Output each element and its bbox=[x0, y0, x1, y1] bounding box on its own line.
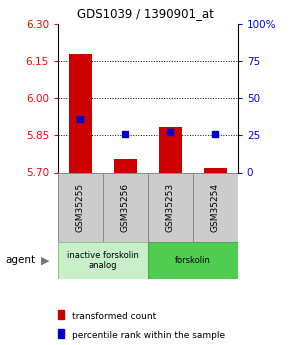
Text: GSM35256: GSM35256 bbox=[121, 183, 130, 231]
Bar bbox=[114, 159, 137, 172]
Text: inactive forskolin
analog: inactive forskolin analog bbox=[67, 251, 139, 270]
Bar bbox=[193, 172, 238, 242]
Text: percentile rank within the sample: percentile rank within the sample bbox=[72, 331, 225, 339]
Bar bbox=[159, 127, 182, 172]
Bar bbox=[148, 172, 193, 242]
Text: forskolin: forskolin bbox=[175, 256, 211, 265]
Text: GSM35255: GSM35255 bbox=[76, 183, 85, 231]
Text: GSM35253: GSM35253 bbox=[166, 183, 175, 231]
Text: GDS1039 / 1390901_at: GDS1039 / 1390901_at bbox=[77, 7, 213, 20]
Bar bbox=[204, 168, 226, 172]
Bar bbox=[69, 54, 92, 172]
Bar bbox=[103, 172, 148, 242]
Bar bbox=[148, 241, 238, 279]
Text: GSM35254: GSM35254 bbox=[211, 183, 220, 231]
Bar bbox=[58, 172, 103, 242]
Bar bbox=[58, 241, 148, 279]
Text: transformed count: transformed count bbox=[72, 312, 156, 321]
Text: ▶: ▶ bbox=[41, 256, 49, 265]
Text: agent: agent bbox=[6, 256, 36, 265]
